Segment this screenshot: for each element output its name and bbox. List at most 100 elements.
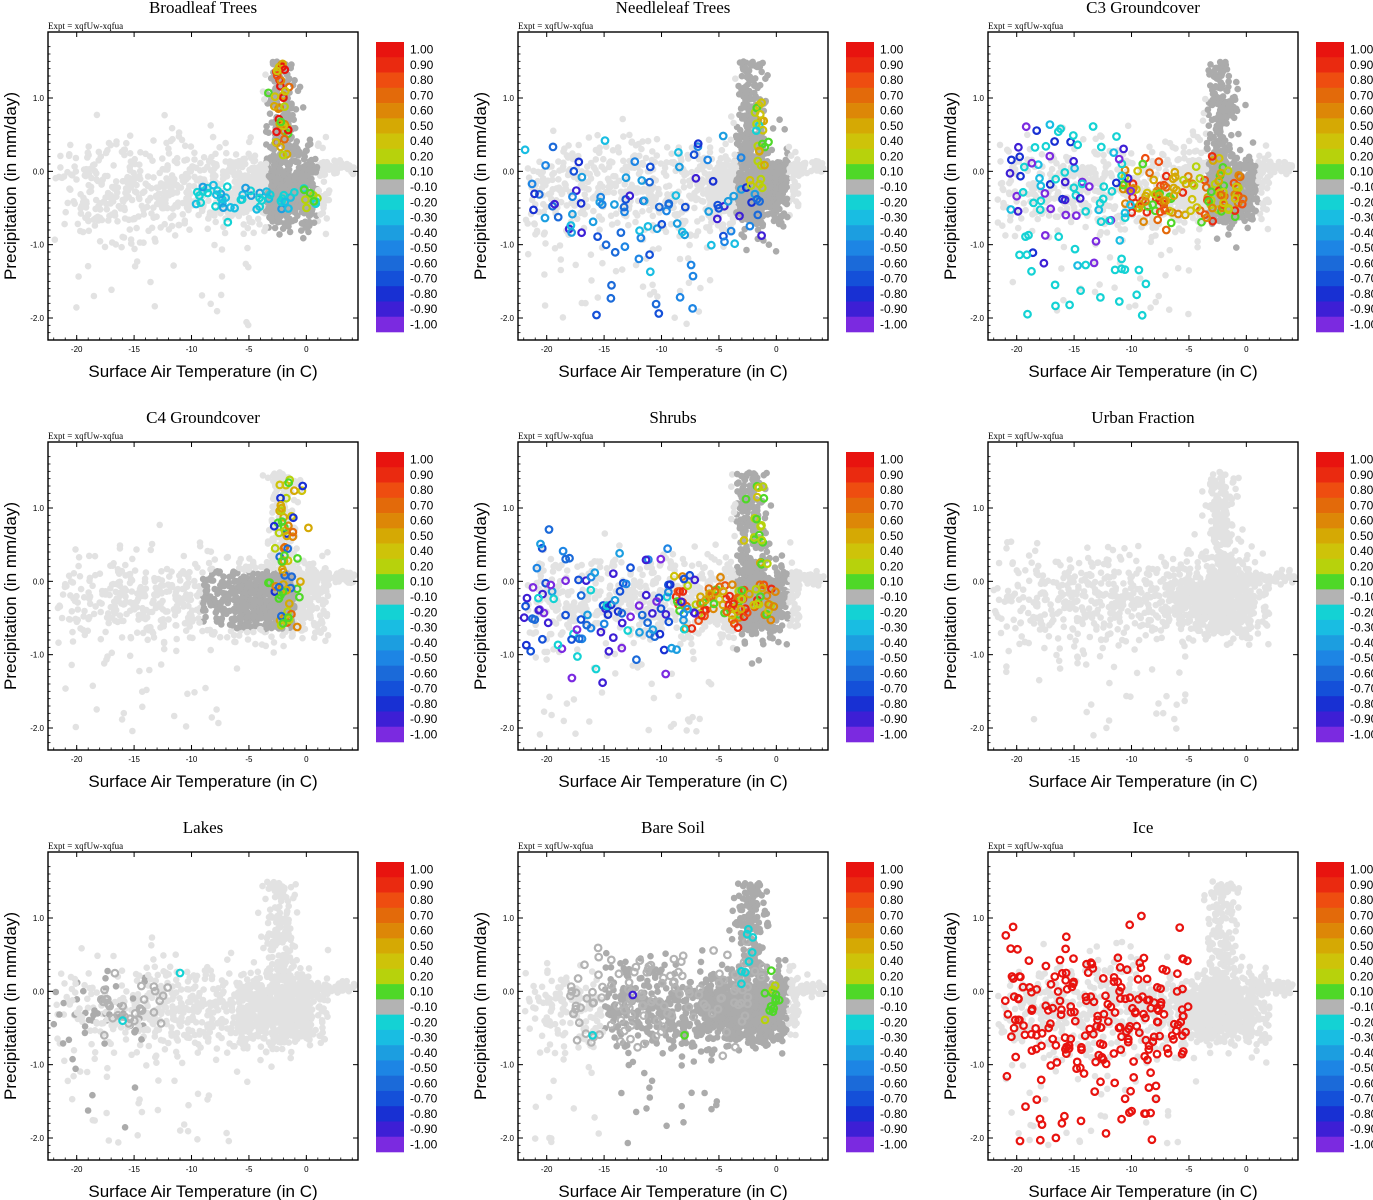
highlight-point [593, 232, 602, 242]
data-point [244, 321, 252, 329]
highlight-point [759, 116, 769, 126]
colorbar-label: -0.30 [410, 211, 438, 225]
data-point [285, 218, 292, 226]
data-point [596, 226, 603, 233]
data-point [1288, 162, 1296, 169]
data-point [1100, 151, 1107, 159]
data-point [298, 227, 305, 234]
highlight-point [1224, 205, 1233, 215]
data-point [655, 245, 662, 252]
highlight-point [757, 183, 767, 193]
data-point [1255, 177, 1262, 185]
data-point [1028, 185, 1036, 192]
highlight-point [218, 203, 228, 213]
data-point [1194, 243, 1201, 251]
data-point [587, 251, 595, 258]
colorbar-label: -0.80 [880, 287, 908, 301]
highlight-point [592, 310, 601, 320]
data-point [736, 169, 743, 177]
data-point [540, 208, 548, 216]
highlight-point [671, 191, 681, 200]
highlight-point [270, 92, 280, 102]
highlight-point [1230, 194, 1240, 204]
highlight-point [1187, 194, 1197, 204]
data-point [171, 232, 179, 239]
data-point [1233, 244, 1240, 251]
data-point [96, 238, 104, 245]
data-point [525, 174, 533, 181]
data-point [1005, 189, 1013, 196]
data-point [1221, 119, 1229, 127]
data-point [731, 151, 738, 158]
highlight-point [1216, 168, 1226, 178]
highlight-point [1118, 184, 1128, 194]
data-point [272, 161, 279, 168]
data-point [69, 172, 76, 179]
data-point [1209, 173, 1217, 181]
data-point [1029, 190, 1036, 197]
data-point [165, 145, 172, 152]
data-point [679, 178, 687, 185]
data-point [1244, 224, 1251, 232]
data-point [541, 229, 548, 236]
data-point [294, 212, 301, 220]
data-point [156, 169, 163, 177]
colorbar-label: 1.00 [880, 43, 904, 57]
colorbar-swatch [846, 179, 874, 195]
data-point [649, 281, 656, 289]
data-point [121, 215, 129, 222]
data-point [226, 165, 233, 173]
data-point [242, 260, 250, 268]
data-point [812, 157, 820, 165]
data-point [185, 201, 193, 208]
x-axis-label: Surface Air Temperature (in C) [88, 362, 317, 381]
colorbar-swatch [376, 179, 404, 195]
highlight-point [550, 199, 559, 209]
data-point [1271, 168, 1278, 176]
highlight-point [621, 173, 631, 183]
data-point [73, 304, 80, 311]
data-point [1202, 95, 1209, 103]
data-point [61, 220, 68, 228]
highlight-point [280, 86, 290, 96]
data-point [756, 81, 764, 89]
data-point [1244, 189, 1251, 197]
data-point [1157, 251, 1165, 259]
data-point [1194, 238, 1201, 245]
data-point [137, 149, 144, 156]
data-point [129, 216, 136, 223]
data-point [349, 170, 357, 178]
highlight-point [1138, 159, 1148, 169]
data-point [256, 221, 263, 228]
data-point [558, 190, 566, 198]
colorbar-label: -0.70 [880, 272, 908, 286]
data-point [561, 145, 568, 152]
data-point [126, 150, 134, 157]
data-point [307, 168, 314, 176]
highlight-point [276, 142, 286, 152]
highlight-point [746, 181, 756, 190]
data-point [594, 294, 602, 301]
expt-label: Expt = xqfUw-xqfua [48, 21, 123, 31]
data-point [1058, 265, 1065, 272]
data-point [187, 168, 195, 175]
data-point [231, 170, 238, 177]
data-point [743, 129, 750, 137]
data-point [1196, 192, 1203, 199]
data-point [1246, 205, 1253, 212]
highlight-point [530, 189, 539, 199]
data-point [1256, 152, 1263, 160]
highlight-point [567, 228, 576, 237]
data-point [296, 83, 304, 91]
data-point [1009, 278, 1017, 286]
highlight-point [1181, 179, 1191, 189]
data-point [322, 190, 330, 198]
data-point [706, 149, 714, 156]
data-point [706, 192, 713, 199]
y-tick-label: 0.0 [503, 167, 515, 176]
data-point [271, 224, 279, 232]
chart-panel-c3: -20 -15 -10 -5 0-2.0-1.00.01.0C3 Groundcover… [941, 0, 1373, 381]
data-point [108, 211, 116, 218]
data-point [1242, 101, 1249, 109]
data-point [183, 195, 190, 202]
